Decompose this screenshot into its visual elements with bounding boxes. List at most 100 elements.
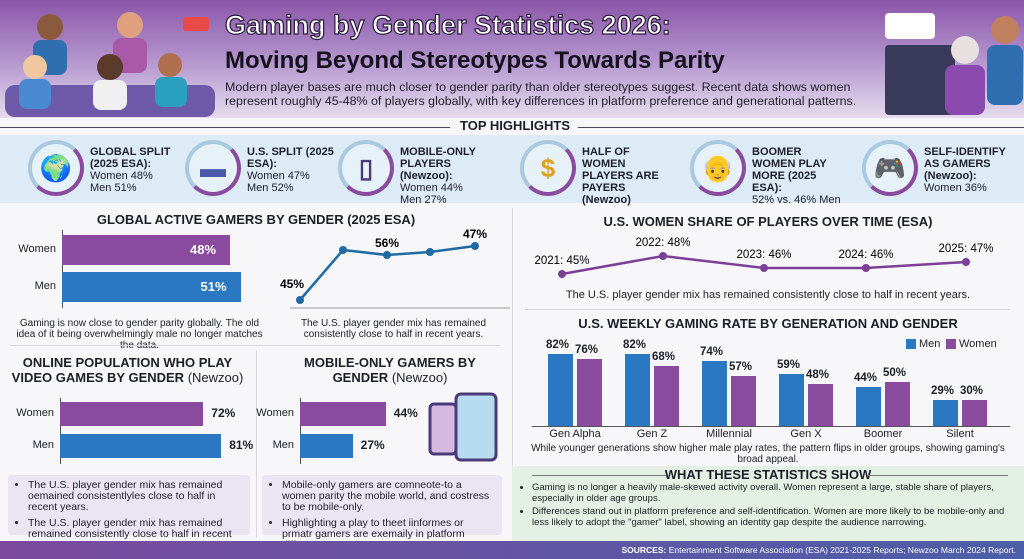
global-bar-chart: Women 48% Men 51% — [0, 230, 260, 315]
sources-citation: Entertainment Software Association (ESA)… — [668, 545, 1016, 555]
data-point-2024 — [862, 264, 870, 272]
data-label: 72% — [211, 406, 236, 420]
x-axis — [532, 426, 1010, 427]
page-description: Modern player bases are much closer to g… — [225, 80, 857, 108]
bullet: Gaming is no longer a heavily male-skewe… — [532, 482, 1018, 504]
usa-map-icon: ▬ — [185, 140, 241, 196]
data-label: 30% — [960, 384, 984, 397]
y-axis — [60, 398, 61, 464]
category-label: Gen Z — [636, 428, 668, 440]
data-label: 2024: 46% — [839, 249, 894, 261]
weekly-bar-chart: 82% 76% Gen Alpha 82% 68% Gen Z 74% 57% Millenni… — [512, 336, 1024, 443]
bullet: Differences stand out in platform prefer… — [532, 506, 1018, 528]
online-bar-chart: Women 72% Men 81% — [0, 398, 255, 466]
highlight-line: Women 47% — [247, 170, 310, 182]
highlight-text: GLOBAL SPLIT (2025 ESA): Women 48% Men 51% — [90, 146, 182, 194]
summary-bullets: Gaming is no longer a heavily male-skewe… — [522, 482, 1018, 528]
global-line-caption: The U.S. player gender mix has remained … — [300, 318, 487, 340]
data-label: 47% — [463, 227, 487, 241]
online-bullets: The U.S. player gender mix has remained … — [8, 475, 250, 551]
highlight-3: ▯ MOBILE-ONLY PLAYERS (Newzoo): Women 44% M… — [338, 140, 498, 206]
y-axis — [300, 398, 301, 464]
data-label: 2023: 46% — [737, 249, 792, 261]
smartphone-icon: ▯ — [338, 140, 394, 196]
elderly-couple-icon: 👴 — [690, 140, 746, 196]
data-point — [471, 242, 479, 250]
highlight-line: 52% vs. 46% Men — [752, 194, 841, 206]
data-point — [383, 251, 391, 259]
highlight-1: 🌍 GLOBAL SPLIT (2025 ESA): Women 48% Men 51… — [28, 140, 188, 200]
legend-label: Women — [959, 338, 997, 350]
highlight-line: Women 44% — [400, 182, 463, 194]
weekly-caption: While younger generations show higher ma… — [531, 443, 1005, 465]
highlight-text: BOOMER WOMEN PLAY MORE (2025 ESA): 52% vs… — [752, 146, 844, 206]
highlight-title: MOBILE-ONLY PLAYERS (Newzoo): — [400, 146, 476, 182]
page-title: Gaming by Gender Statistics 2026: — [224, 9, 671, 40]
data-point — [296, 296, 304, 304]
data-label: 44% — [854, 372, 878, 385]
data-point-2025 — [962, 258, 970, 266]
legend-swatch-women — [946, 339, 956, 349]
divider — [868, 475, 1008, 476]
data-point-2022 — [659, 252, 667, 260]
global-bar-caption: Gaming is now close to gender parity glo… — [16, 318, 263, 351]
highlight-6: 🎮 SELF-IDENTIFY AS GAMERS (Newzoo): Women … — [862, 140, 1022, 200]
global-chart-title: GLOBAL ACTIVE GAMERS BY GENDER (2025 ESA… — [96, 212, 416, 227]
highlight-4: $ HALF OF WOMEN PLAYERS ARE PAYERS (Newzo… — [520, 140, 680, 206]
us-share-caption: The U.S. player gender mix has remained … — [565, 289, 971, 301]
legend-label: Men — [919, 338, 941, 350]
highlight-title: HALF OF WOMEN PLAYERS ARE PAYERS (Newzoo… — [582, 146, 659, 206]
highlight-title: GLOBAL SPLIT (2025 ESA): — [90, 146, 171, 170]
divider — [512, 208, 513, 540]
data-label: 48% — [190, 242, 217, 257]
y-axis — [62, 230, 63, 308]
divider — [10, 345, 500, 346]
data-label: 44% — [393, 406, 418, 420]
highlight-text: MOBILE-ONLY PLAYERS (Newzoo): Women 44% Me… — [400, 146, 492, 206]
highlight-title: BOOMER WOMEN PLAY MORE (2025 ESA): — [752, 146, 827, 194]
highlight-line: Men 27% — [400, 194, 447, 206]
bar-men — [856, 387, 881, 426]
divider — [0, 127, 450, 128]
category-label: Gen Alpha — [549, 428, 601, 440]
dollar-coin-icon: $ — [520, 140, 576, 196]
data-label: 45% — [280, 277, 304, 291]
data-label: 76% — [575, 344, 599, 357]
family-gaming-illustration — [885, 13, 1023, 115]
data-label: 82% — [546, 338, 570, 351]
globe-icon: 🌍 — [28, 140, 84, 196]
summary-box — [512, 466, 1024, 542]
data-label: 2022: 48% — [636, 237, 691, 249]
divider — [532, 475, 667, 476]
highlight-text: HALF OF WOMEN PLAYERS ARE PAYERS (Newzoo… — [582, 146, 674, 206]
bar-men — [300, 434, 353, 458]
data-label: 57% — [729, 360, 753, 373]
weekly-chart-title: U.S. WEEKLY GAMING RATE BY GENERATION AN… — [578, 316, 958, 331]
highlight-line: Women 48% — [90, 170, 153, 182]
data-label: 81% — [229, 438, 254, 452]
data-label: 82% — [623, 338, 647, 351]
mobile-chart-title: MOBILE-ONLY GAMERS BY GENDER (Newzoo) — [290, 355, 490, 385]
data-label: 56% — [375, 236, 399, 250]
bar-women — [885, 382, 910, 426]
data-point — [339, 246, 347, 254]
bar-women — [731, 375, 756, 426]
data-label: 50% — [883, 367, 907, 379]
sources-text: SOURCES: Entertainment Software Associat… — [621, 545, 1016, 555]
category-label: Men — [32, 439, 54, 451]
header-banner: Gaming by Gender Statistics 2026: Moving… — [0, 0, 1024, 118]
category-label: Boomer — [863, 428, 903, 440]
category-label: Gen X — [790, 428, 822, 440]
divider — [256, 350, 257, 538]
highlight-line: Men 51% — [90, 182, 137, 194]
legend-men: Men — [906, 338, 940, 350]
online-title-text: ONLINE POPULATION WHO PLAY VIDEO GAMES B… — [11, 355, 233, 385]
data-label: 2025: 47% — [939, 243, 994, 255]
bar-women — [808, 383, 833, 426]
bar-women — [62, 235, 230, 265]
data-label: 68% — [652, 351, 676, 364]
us-share-line-chart: 2021: 45% 2022: 48% 2023: 46% 2024: 46% 2025… — [535, 237, 994, 278]
mobile-bullets: Mobile-only gamers are comneote-to a wom… — [262, 475, 502, 551]
bar-women — [962, 399, 987, 426]
category-label: Women — [16, 407, 54, 419]
